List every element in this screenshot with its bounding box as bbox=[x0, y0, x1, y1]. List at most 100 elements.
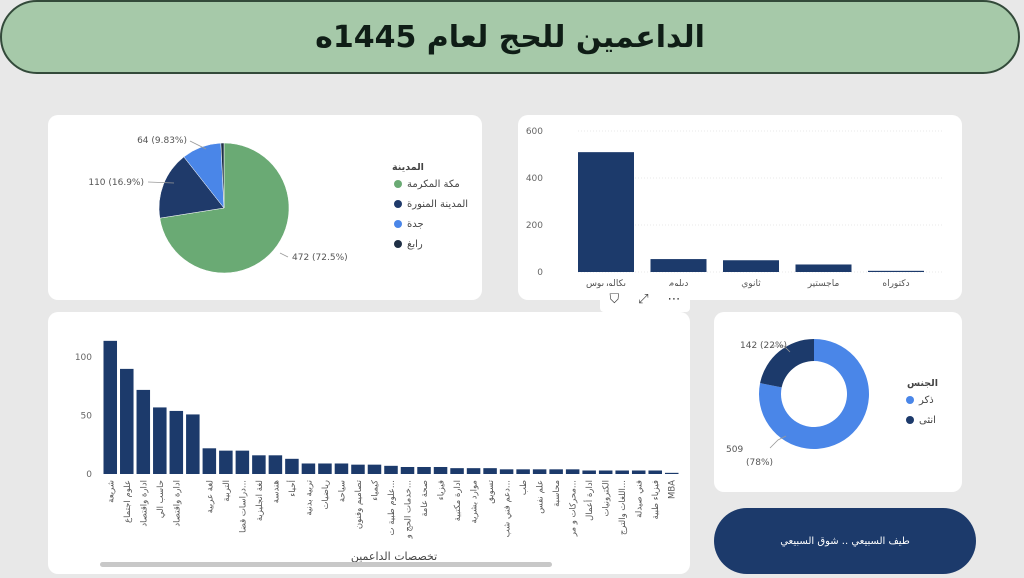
specialty-bar[interactable] bbox=[202, 448, 217, 474]
filter-icon[interactable]: ⛉ bbox=[609, 291, 620, 307]
specialty-x-tick: اللغات والترج... bbox=[618, 480, 628, 535]
specialty-bar[interactable] bbox=[549, 469, 563, 474]
specialty-bar[interactable] bbox=[631, 470, 646, 474]
specialty-bar-chart: 0 50 100 شريعة علوم اجتماع ادارة واقتصاد حاسب … bbox=[75, 340, 679, 563]
specialty-bar[interactable] bbox=[516, 469, 530, 474]
specialty-bar[interactable] bbox=[565, 469, 580, 474]
specialty-bar[interactable] bbox=[615, 470, 629, 474]
gender-data-label: (78%) bbox=[746, 458, 773, 468]
specialty-bar[interactable] bbox=[433, 466, 448, 474]
specialty-bar[interactable] bbox=[417, 466, 431, 474]
gender-data-label: 509 bbox=[726, 445, 743, 455]
specialty-x-tick: صحة عامة bbox=[420, 480, 430, 517]
degree-bar[interactable] bbox=[650, 259, 707, 272]
degree-bar-card[interactable]: 0 200 400 600 بكالوريوس دبلوم ثانوي ماجستير دكتو… bbox=[518, 115, 962, 300]
specialty-bar[interactable] bbox=[351, 464, 365, 474]
specialty-bar[interactable] bbox=[648, 470, 662, 474]
city-pie-slice[interactable] bbox=[220, 142, 225, 209]
degree-bar[interactable] bbox=[868, 270, 924, 272]
credits-text: طيف السبيعي .. شوق السبيعي bbox=[780, 535, 910, 547]
specialty-bar[interactable] bbox=[532, 469, 547, 474]
specialty-x-tick: أحياء bbox=[286, 480, 298, 497]
city-pie-data-label: 110 (16.9%) bbox=[88, 178, 144, 188]
specialty-x-tick: الكترونيات bbox=[602, 480, 612, 517]
gender-legend-marker bbox=[906, 416, 914, 424]
specialty-bar[interactable] bbox=[301, 463, 316, 474]
city-legend-label[interactable]: مكة المكرمة bbox=[407, 179, 460, 190]
specialty-bar[interactable] bbox=[219, 450, 233, 474]
degree-y-tick: 0 bbox=[537, 268, 543, 278]
specialty-x-tick: ادارة واقتصاد bbox=[172, 480, 182, 527]
degree-bar[interactable] bbox=[795, 264, 852, 272]
specialty-x-tick: ادارة واقتصاد bbox=[139, 480, 149, 527]
specialty-bar[interactable] bbox=[499, 469, 514, 474]
specialty-bar[interactable] bbox=[235, 450, 250, 474]
specialty-bar-card[interactable]: 0 50 100 شريعة علوم اجتماع ادارة واقتصاد حاسب … bbox=[48, 312, 690, 574]
specialty-x-tick: حاسب الي bbox=[156, 480, 166, 518]
horizontal-scrollbar[interactable] bbox=[100, 562, 552, 567]
city-legend-marker bbox=[394, 200, 402, 208]
specialty-bar[interactable] bbox=[384, 465, 398, 474]
specialty-x-tick: سياحة bbox=[337, 480, 347, 502]
specialty-x-tick: دراسات قضا... bbox=[238, 480, 248, 533]
specialty-bar[interactable] bbox=[664, 472, 679, 474]
gender-legend-label[interactable]: ذكر bbox=[918, 395, 934, 406]
specialty-bar[interactable] bbox=[318, 463, 332, 474]
specialty-bar[interactable] bbox=[367, 464, 382, 474]
specialty-bar[interactable] bbox=[466, 468, 481, 474]
degree-y-tick: 600 bbox=[526, 127, 543, 137]
city-pie-card[interactable]: 472 (72.5%) 110 (16.9%) 64 (9.83%) المدينة م… bbox=[48, 115, 482, 300]
specialty-bar[interactable] bbox=[136, 389, 151, 474]
gender-leader-line bbox=[769, 435, 787, 449]
degree-bar-chart: 0 200 400 600 بكالوريوس دبلوم ثانوي ماجستير دكتو… bbox=[526, 127, 944, 289]
city-legend-label[interactable]: المدينة المنورة bbox=[407, 199, 468, 210]
specialty-bar[interactable] bbox=[450, 468, 464, 474]
specialty-bar[interactable] bbox=[169, 410, 184, 474]
specialty-bar[interactable] bbox=[120, 368, 134, 474]
specialty-x-tick: خدمات الحج و... bbox=[404, 480, 414, 539]
more-options-icon[interactable]: ⋯ bbox=[667, 291, 681, 307]
city-legend-label[interactable]: جدة bbox=[407, 219, 424, 230]
specialty-x-tick: فيزياء bbox=[437, 480, 447, 500]
specialty-y-tick: 100 bbox=[75, 353, 92, 363]
specialty-x-tick: تصاميم وفنون bbox=[354, 479, 364, 529]
city-legend-marker bbox=[394, 180, 402, 188]
city-legend-title: المدينة bbox=[392, 162, 424, 173]
specialty-bar[interactable] bbox=[103, 340, 118, 474]
city-legend-marker bbox=[394, 220, 402, 228]
gender-legend-label[interactable]: انثى bbox=[919, 415, 936, 426]
specialty-bar[interactable] bbox=[400, 466, 415, 474]
gender-donut-slice[interactable] bbox=[759, 339, 869, 449]
specialty-bar[interactable] bbox=[186, 414, 200, 474]
specialty-bar[interactable] bbox=[285, 458, 299, 474]
specialty-x-tick: محركات و مر... bbox=[569, 480, 579, 537]
city-legend-marker bbox=[394, 240, 402, 248]
specialty-x-axis-title: تخصصات الداعمين bbox=[351, 550, 437, 563]
specialty-bar[interactable] bbox=[334, 463, 349, 474]
degree-y-tick: 200 bbox=[526, 221, 543, 231]
specialty-bar[interactable] bbox=[153, 407, 167, 474]
gender-donut-card[interactable]: 142 (22%) 509 (78%) الجنس ذكر انثى bbox=[714, 312, 962, 492]
specialty-bar[interactable] bbox=[582, 470, 596, 474]
specialty-bar[interactable] bbox=[483, 468, 497, 474]
degree-x-tick: دبلوم bbox=[669, 279, 689, 289]
city-pie-slice[interactable] bbox=[159, 142, 290, 274]
degree-bar[interactable] bbox=[723, 260, 779, 272]
specialty-bar[interactable] bbox=[598, 470, 613, 474]
specialty-bar[interactable] bbox=[268, 455, 283, 474]
specialty-x-tick: علوم طبية ت... bbox=[387, 480, 397, 536]
degree-bar[interactable] bbox=[578, 152, 634, 272]
visual-header-toolbar: ⛉ ⤢ ⋯ bbox=[600, 286, 690, 312]
specialty-bar[interactable] bbox=[252, 455, 266, 474]
specialty-x-tick: لغة عربية bbox=[205, 480, 215, 513]
specialty-x-tick: ادارة أعمال bbox=[583, 480, 595, 521]
dashboard-title: الداعمين للحج لعام 1445ه bbox=[315, 19, 705, 55]
specialty-x-tick: لغة انجليزية bbox=[255, 480, 265, 521]
city-legend-label[interactable]: رابغ bbox=[407, 239, 423, 250]
gender-donut-slice[interactable] bbox=[760, 339, 814, 388]
focus-mode-icon[interactable]: ⤢ bbox=[638, 291, 649, 307]
specialty-x-tick: علم نفس bbox=[536, 480, 546, 514]
specialty-x-tick: شريعة bbox=[106, 480, 116, 503]
specialty-x-tick: فيزياء طبية bbox=[651, 480, 661, 519]
city-pie-slice[interactable] bbox=[158, 156, 225, 219]
